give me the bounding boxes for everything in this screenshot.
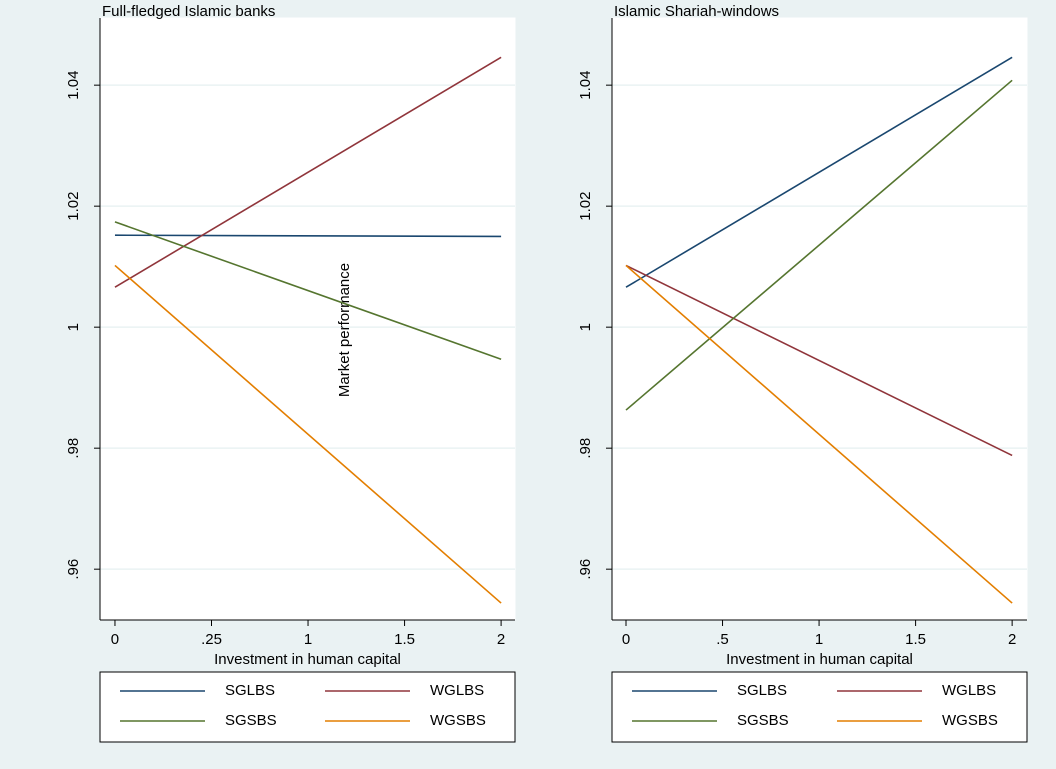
y-tick-label: 1 bbox=[65, 323, 82, 331]
legend-label: WGSBS bbox=[942, 712, 998, 729]
y-tick-label: 1.04 bbox=[65, 71, 82, 100]
x-tick-label: .25 bbox=[201, 631, 222, 648]
legend-label: WGSBS bbox=[430, 712, 486, 729]
y-tick-label: .96 bbox=[577, 559, 594, 580]
y-tick-label: .96 bbox=[65, 559, 82, 580]
line-series bbox=[625, 264, 1013, 604]
y-tick-label: 1.04 bbox=[577, 71, 594, 100]
plot-area bbox=[611, 17, 1028, 621]
legend bbox=[99, 671, 516, 743]
x-tick-label: 0 bbox=[111, 631, 119, 648]
y-tick-label: 1.02 bbox=[65, 192, 82, 221]
legend-label: WGLBS bbox=[430, 682, 484, 699]
legend-label: SGLBS bbox=[225, 682, 275, 699]
line-series bbox=[625, 264, 1013, 457]
x-tick-label: 1 bbox=[815, 631, 823, 648]
chart-title: Islamic Shariah-windows bbox=[614, 3, 779, 20]
legend-label: SGSBS bbox=[737, 712, 789, 729]
x-axis-label: Investment in human capital bbox=[726, 651, 913, 668]
line-series bbox=[114, 56, 502, 288]
legend-label: SGSBS bbox=[225, 712, 277, 729]
line-series bbox=[114, 221, 502, 360]
x-tick-label: 1 bbox=[304, 631, 312, 648]
x-tick-label: 2 bbox=[1008, 631, 1016, 648]
legend-label: WGLBS bbox=[942, 682, 996, 699]
y-tick-label: .98 bbox=[65, 438, 82, 459]
y-tick-label: 1 bbox=[577, 323, 594, 331]
y-axis-label: Market performance bbox=[336, 263, 353, 397]
x-tick-label: .5 bbox=[716, 631, 729, 648]
legend bbox=[611, 671, 1028, 743]
chart-title: Full-fledged Islamic banks bbox=[102, 3, 275, 20]
line-series bbox=[625, 79, 1013, 411]
line-series bbox=[114, 234, 502, 238]
x-axis-label: Investment in human capital bbox=[214, 651, 401, 668]
y-tick-label: .98 bbox=[577, 438, 594, 459]
x-tick-label: 0 bbox=[622, 631, 630, 648]
legend-label: SGLBS bbox=[737, 682, 787, 699]
x-tick-label: 2 bbox=[497, 631, 505, 648]
plot-area bbox=[99, 17, 516, 621]
line-series bbox=[625, 56, 1013, 288]
x-tick-label: 1.5 bbox=[394, 631, 415, 648]
line-series bbox=[114, 264, 502, 604]
x-tick-label: 1.5 bbox=[905, 631, 926, 648]
y-tick-label: 1.02 bbox=[577, 192, 594, 221]
